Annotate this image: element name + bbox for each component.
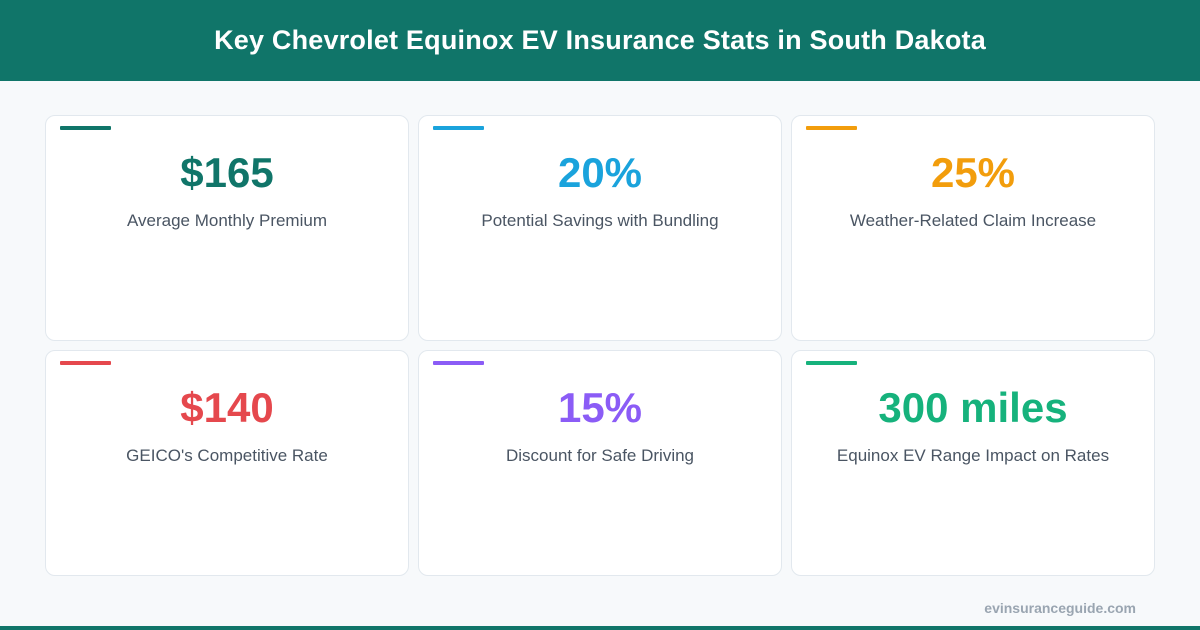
card-accent-bar <box>806 126 857 130</box>
stat-label: GEICO's Competitive Rate <box>126 446 328 465</box>
page-title: Key Chevrolet Equinox EV Insurance Stats… <box>214 25 986 55</box>
stat-value: 15% <box>557 384 643 431</box>
card-accent-bar <box>60 361 111 365</box>
header-banner: Key Chevrolet Equinox EV Insurance Stats… <box>0 0 1200 81</box>
stat-label: Potential Savings with Bundling <box>481 211 719 230</box>
site-url: evinsuranceguide.com <box>984 600 1136 616</box>
stats-grid: $165 Average Monthly Premium 20% Potenti… <box>45 115 1155 576</box>
card-accent-bar <box>60 126 111 130</box>
stat-value: 20% <box>557 149 643 196</box>
stat-card-geico-rate: $140 GEICO's Competitive Rate <box>45 350 409 576</box>
stat-card-range-impact: 300 miles Equinox EV Range Impact on Rat… <box>791 350 1155 576</box>
stat-value: $140 <box>180 384 274 431</box>
stat-label: Discount for Safe Driving <box>505 446 695 465</box>
card-accent-bar <box>433 361 484 365</box>
stat-label: Equinox EV Range Impact on Rates <box>836 446 1110 465</box>
card-accent-bar <box>433 126 484 130</box>
stat-label: Average Monthly Premium <box>127 211 327 230</box>
stat-value: $165 <box>180 149 274 196</box>
footer-bar <box>0 626 1200 630</box>
card-accent-bar <box>806 361 857 365</box>
stat-label: Weather-Related Claim Increase <box>849 211 1097 230</box>
stat-value: 300 miles <box>878 384 1068 431</box>
stat-card-safe-driving-discount: 15% Discount for Safe Driving <box>418 350 782 576</box>
stat-value: 25% <box>930 149 1016 196</box>
stat-card-average-premium: $165 Average Monthly Premium <box>45 115 409 341</box>
stat-card-weather-claims: 25% Weather-Related Claim Increase <box>791 115 1155 341</box>
stat-card-bundling-savings: 20% Potential Savings with Bundling <box>418 115 782 341</box>
